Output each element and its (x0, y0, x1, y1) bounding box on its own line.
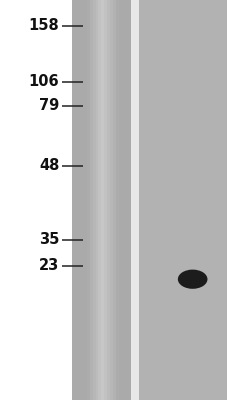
Ellipse shape (177, 270, 207, 289)
Bar (72, 0, 74, 400)
Bar (101, 0, 104, 400)
Bar (77, 0, 80, 400)
Bar (83, 0, 86, 400)
Text: 48: 48 (39, 158, 59, 174)
Bar (110, 0, 113, 400)
Bar (104, 0, 107, 400)
Text: 158: 158 (28, 18, 59, 34)
Bar (72, 0, 131, 400)
Bar (113, 0, 116, 400)
Bar (107, 0, 110, 400)
Text: 79: 79 (39, 98, 59, 114)
Text: 35: 35 (39, 232, 59, 248)
Bar (80, 0, 83, 400)
Bar (98, 0, 101, 400)
Bar (74, 0, 77, 400)
Bar (131, 0, 138, 400)
Bar (116, 0, 119, 400)
Bar (95, 0, 98, 400)
Bar (122, 0, 125, 400)
Bar (119, 0, 122, 400)
Bar (125, 0, 128, 400)
Text: 23: 23 (39, 258, 59, 274)
Text: 106: 106 (29, 74, 59, 90)
Bar (138, 0, 227, 400)
Bar (86, 0, 89, 400)
Bar (92, 0, 95, 400)
Bar (89, 0, 92, 400)
Bar (128, 0, 131, 400)
